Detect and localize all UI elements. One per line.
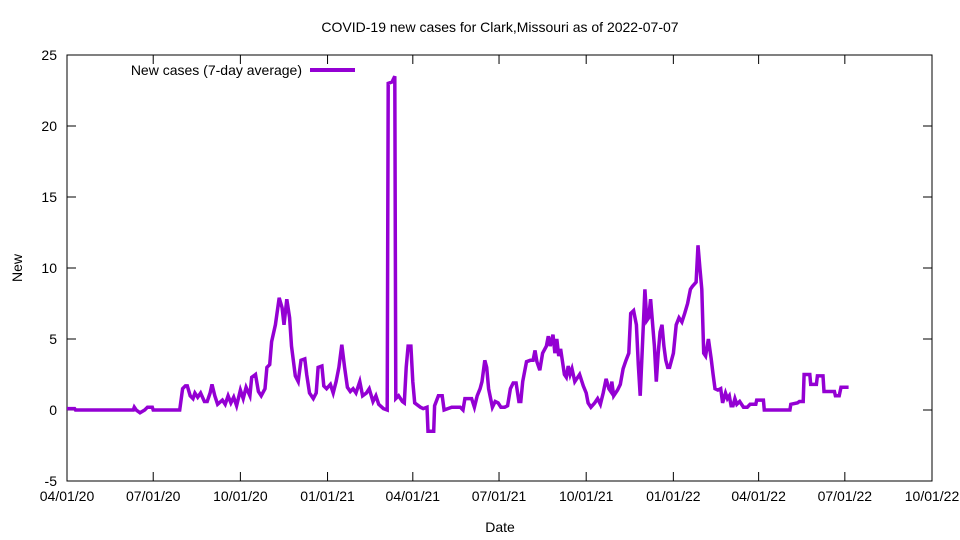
x-tick-label: 04/01/20 — [40, 488, 95, 504]
x-tick-label: 01/01/22 — [646, 488, 701, 504]
x-tick-label: 10/01/20 — [213, 488, 268, 504]
y-tick-label: 20 — [41, 118, 57, 134]
x-tick-label: 04/01/22 — [731, 488, 786, 504]
legend-label: New cases (7-day average) — [131, 62, 302, 78]
y-axis-label: New — [9, 253, 25, 282]
x-tick-label: 07/01/22 — [818, 488, 873, 504]
x-tick-label: 07/01/20 — [126, 488, 181, 504]
y-tick-label: 5 — [49, 331, 57, 347]
y-axis: -5 0 5 10 15 20 25 — [41, 47, 932, 489]
legend: New cases (7-day average) — [131, 62, 355, 78]
y-tick-label: 25 — [41, 47, 57, 63]
x-tick-label: 10/01/21 — [559, 488, 614, 504]
plot-border — [66, 54, 933, 482]
series-group — [67, 75, 849, 434]
x-tick-label: 01/01/21 — [300, 488, 355, 504]
chart-title: COVID-19 new cases for Clark,Missouri as… — [321, 19, 678, 35]
series-line — [67, 75, 849, 434]
x-tick-label: 04/01/21 — [386, 488, 441, 504]
y-tick-label: 10 — [41, 260, 57, 276]
x-axis: 04/01/20 07/01/20 10/01/20 01/01/21 04/01/21… — [40, 55, 960, 504]
y-tick-label: 15 — [41, 189, 57, 205]
x-axis-label: Date — [485, 519, 515, 535]
x-tick-label: 07/01/21 — [472, 488, 527, 504]
y-tick-label: 0 — [49, 402, 57, 418]
x-tick-label: 10/01/22 — [905, 488, 960, 504]
y-tick-label: -5 — [45, 473, 58, 489]
